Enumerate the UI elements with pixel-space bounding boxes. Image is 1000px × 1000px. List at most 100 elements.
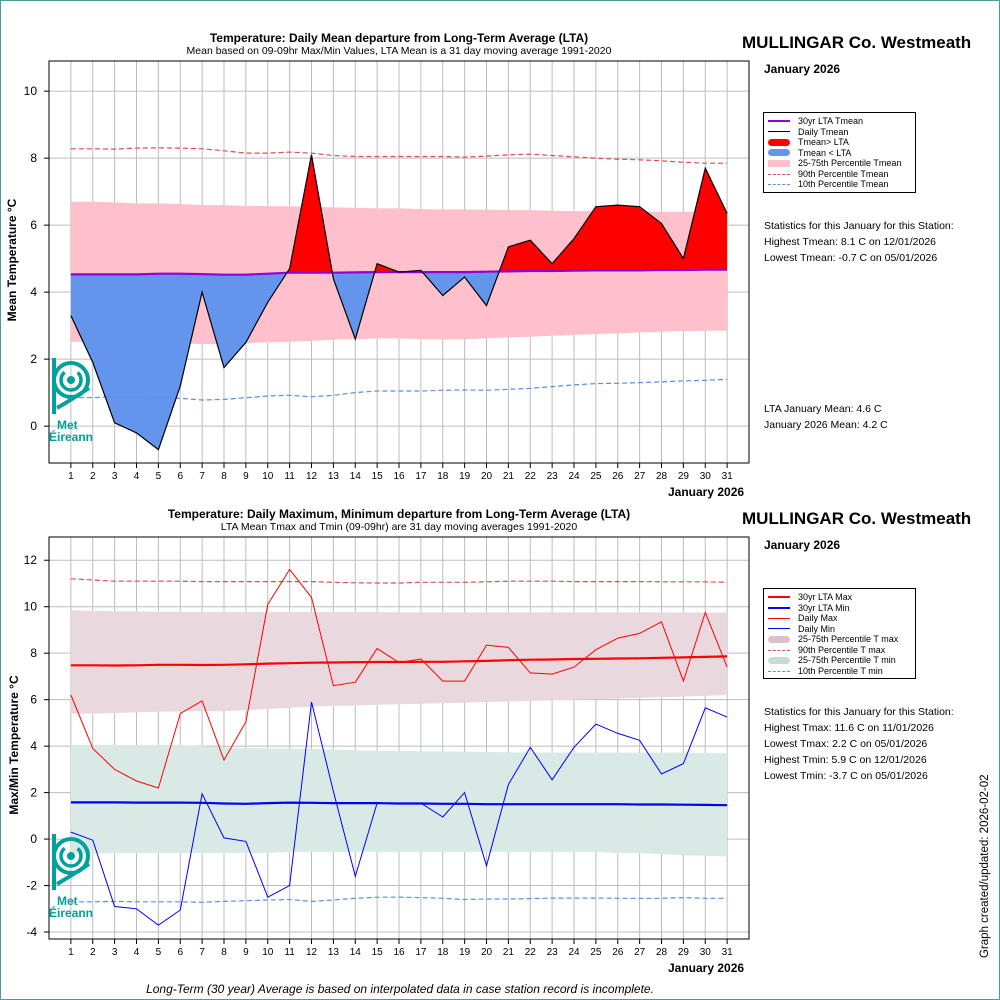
chart2-title-block: Temperature: Daily Maximum, Minimum depa…: [49, 507, 749, 533]
legend-swatch: [768, 645, 790, 655]
legend-entry: 90th Percentile T max: [768, 645, 911, 656]
x-tick-label: 25: [590, 471, 602, 482]
legend-label: 10th Percentile T min: [798, 665, 883, 676]
legend-entry: Daily Min: [768, 624, 911, 635]
x-tick-label: 2: [90, 947, 96, 958]
stat-highest-tmean: Highest Tmean: 8.1 C on 12/01/2026: [764, 236, 937, 248]
x-tick-label: 26: [612, 471, 624, 482]
legend-entry: 25-75th Percentile T min: [768, 655, 911, 666]
y-tick-label: 8: [30, 646, 37, 660]
x-tick-label: 29: [678, 947, 690, 958]
x-tick-label: 18: [437, 947, 449, 958]
x-tick-label: 31: [722, 471, 734, 482]
x-tick-label: 11: [284, 471, 295, 482]
legend-label: Tmean < LTA: [798, 147, 852, 158]
x-tick-label: 15: [372, 947, 384, 958]
january-2026-mean: January 2026 Mean: 4.2 C: [764, 419, 888, 431]
legend-swatch: [768, 655, 790, 665]
logo-text-met: Met: [57, 894, 78, 908]
x-tick-label: 3: [112, 947, 118, 958]
x-tick-label: 21: [503, 471, 515, 482]
legend-entry: 30yr LTA Min: [768, 603, 911, 614]
x-tick-label: 30: [700, 947, 712, 958]
x-tick-label: 19: [459, 947, 471, 958]
x-tick-label: 6: [177, 471, 183, 482]
legend-label: 90th Percentile Tmean: [798, 168, 889, 179]
lta-january-mean: LTA January Mean: 4.6 C: [764, 403, 882, 415]
x-tick-label: 24: [568, 471, 580, 482]
x-tick-label: 28: [656, 471, 668, 482]
legend-entry: 10th Percentile T min: [768, 666, 911, 677]
daily-min-line: [70, 701, 728, 926]
x-tick-label: 19: [459, 471, 471, 482]
legend-label: Daily Min: [798, 623, 836, 634]
legend-swatch: [768, 179, 790, 189]
legend-swatch: [768, 603, 790, 613]
x-tick-label: 31: [722, 947, 734, 958]
x-tick-label: 12: [306, 471, 318, 482]
x-tick-label: 13: [328, 947, 340, 958]
met-eireann-swirl-icon: [52, 358, 91, 418]
station-title-2: MULLINGAR Co. Westmeath: [742, 509, 972, 528]
p10-tmean-line: [70, 378, 728, 401]
stat-lowest-tmean: Lowest Tmean: -0.7 C on 05/01/2026: [764, 252, 938, 264]
p90-tmax-line: [70, 578, 728, 584]
met-eireann-logo-1: Met Éireann: [49, 358, 97, 444]
legend-swatch: [768, 634, 790, 644]
x-tick-label: 1: [68, 471, 74, 482]
legend-entry: Daily Tmean: [768, 127, 911, 138]
y-tick-label: -4: [26, 925, 37, 939]
x-tick-label: 17: [415, 471, 427, 482]
chart1-title-block: Temperature: Daily Mean departure from L…: [49, 31, 749, 57]
legend-label: 25-75th Percentile T min: [798, 655, 896, 666]
legend-swatch: [768, 158, 790, 168]
y-tick-label: 2: [30, 352, 37, 366]
x-tick-label: 27: [634, 947, 646, 958]
y-tick-label: 10: [24, 600, 38, 614]
chart1-stats-heading: Statistics for this January for this Sta…: [764, 220, 954, 232]
chart1-legend: 30yr LTA Tmean Daily Tmean Tmean> LTA Tmean…: [763, 112, 916, 193]
y-tick-label: 4: [30, 739, 37, 753]
legend-entry: 30yr LTA Max: [768, 592, 911, 603]
x-tick-label: 24: [568, 947, 580, 958]
y-tick-label: 0: [30, 419, 37, 433]
x-tick-label: 3: [112, 471, 118, 482]
legend-label: 25-75th Percentile T max: [798, 634, 899, 645]
legend-label: 30yr LTA Max: [798, 592, 853, 603]
percentile-band-tmin: [70, 745, 728, 857]
legend-label: Tmean> LTA: [798, 137, 849, 148]
x-tick-label: 9: [243, 947, 249, 958]
x-tick-label: 9: [243, 471, 249, 482]
chart1-title: Temperature: Daily Mean departure from L…: [209, 31, 589, 45]
footnote: Long-Term (30 year) Average is based on …: [146, 982, 654, 996]
x-tick-label: 8: [221, 471, 227, 482]
x-tick-label: 25: [590, 947, 602, 958]
legend-label: 90th Percentile T max: [798, 644, 886, 655]
x-tick-label: 17: [415, 947, 427, 958]
legend-swatch: [768, 127, 790, 137]
logo-text-eireann: Éireann: [49, 430, 94, 444]
x-tick-label: 6: [177, 947, 183, 958]
x-tick-label: 18: [437, 471, 449, 482]
x-tick-label: 23: [547, 947, 559, 958]
legend-label: Daily Tmean: [798, 126, 849, 137]
chart2-legend: 30yr LTA Max 30yr LTA Min Daily Max Daily M…: [763, 588, 916, 679]
x-tick-label: 23: [547, 471, 559, 482]
x-tick-label: 28: [656, 947, 668, 958]
x-tick-label: 8: [221, 947, 227, 958]
chart2-stats: Statistics for this January for this Sta…: [764, 704, 954, 784]
x-tick-label: 2: [90, 471, 96, 482]
legend-entry: 10th Percentile Tmean: [768, 179, 911, 190]
x-tick-label: 20: [481, 471, 493, 482]
stat-highest-tmax: Highest Tmax: 11.6 C on 11/01/2026: [764, 722, 934, 734]
chart1-xlabel: January 2026: [668, 485, 745, 499]
y-tick-label: -2: [26, 879, 37, 893]
legend-entry: 30yr LTA Tmean: [768, 116, 911, 127]
x-tick-label: 4: [134, 947, 140, 958]
legend-label: 30yr LTA Tmean: [798, 116, 864, 127]
legend-entry: Tmean> LTA: [768, 137, 911, 148]
met-eireann-swirl-icon: [52, 834, 91, 894]
